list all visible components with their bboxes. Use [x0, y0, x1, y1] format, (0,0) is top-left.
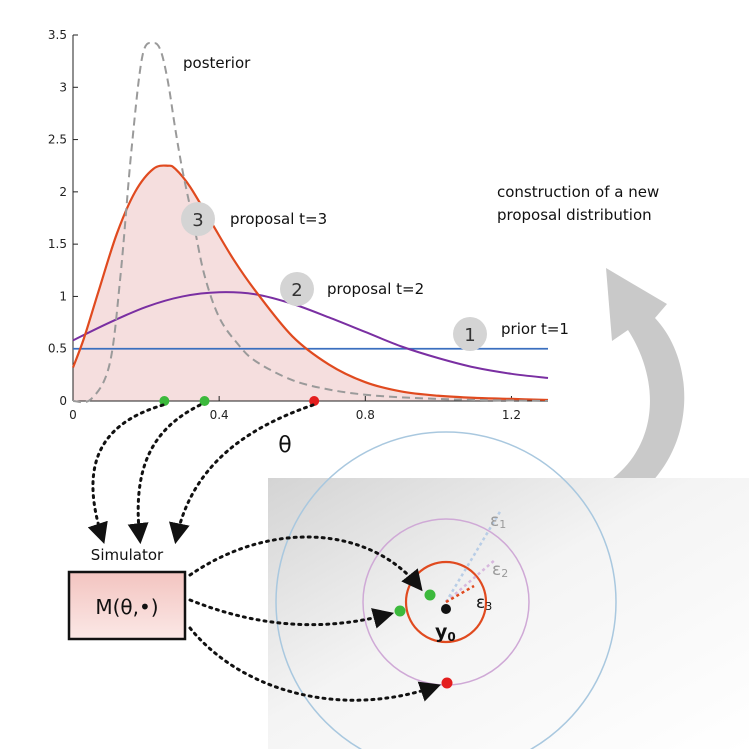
dotted-arrows	[87, 403, 441, 702]
epsilon1-label: ε1	[490, 511, 506, 531]
simulated-point-red	[441, 677, 453, 689]
epsilon3-radius	[445, 584, 475, 604]
construction-text-line1: construction of a new	[497, 183, 659, 201]
y-tick-label: 1	[59, 289, 67, 303]
badge-1-icon	[453, 317, 487, 351]
badge-2-number: 2	[291, 280, 302, 301]
proposal-t3-line	[71, 164, 549, 402]
epsilon2-radius	[445, 558, 497, 603]
posterior-line	[72, 42, 549, 404]
construction-text-line2: proposal distribution	[497, 206, 652, 224]
simulated-point-green-2	[394, 605, 406, 617]
simulator-model: M(θ,•)	[95, 595, 158, 619]
x-tick-label: 0.4	[210, 408, 229, 422]
x-tick-label: 0.8	[356, 408, 375, 422]
epsilon1-circle	[275, 431, 617, 749]
x-ticks: 0 0.4 0.8 1.2	[69, 396, 521, 422]
badge-3-number: 3	[192, 210, 203, 231]
y-tick-label: 3.5	[48, 28, 67, 42]
arrow-sample2-to-simulator	[127, 403, 202, 545]
density-chart: 0 0.5 1 1.5 2 2.5 3 3.5 0 0.4 0.8 1.2 θ	[48, 28, 549, 458]
y-ticks: 0 0.5 1 1.5 2 2.5 3 3.5	[48, 28, 78, 408]
y-tick-label: 1.5	[48, 237, 67, 251]
simulator-box	[67, 570, 187, 641]
x-tick-label: 1.2	[502, 408, 521, 422]
arrow-sample3-to-simulator	[169, 403, 315, 545]
epsilon3-label: ε3	[476, 593, 492, 613]
x-axis-label: θ	[278, 433, 291, 458]
epsilon2-label: ε2	[492, 560, 508, 580]
badge-2-icon	[280, 272, 314, 306]
target-panel-background	[268, 478, 749, 749]
badge-1-number: 1	[464, 325, 475, 346]
badge-3-icon	[181, 202, 215, 236]
prior-t1-label: prior t=1	[501, 320, 569, 338]
y-tick-label: 2.5	[48, 133, 67, 147]
arrow-simulator-to-green1	[188, 535, 423, 592]
epsilon3-circle	[404, 560, 488, 644]
arrow-sample1-to-simulator	[87, 403, 165, 544]
proposal-t2-line	[72, 291, 549, 379]
y-tick-label: 0	[59, 394, 67, 408]
observed-data-label: y0	[435, 621, 456, 644]
simulator-title: Simulator	[91, 546, 164, 564]
y-tick-label: 0.5	[48, 342, 67, 356]
y-tick-label: 2	[59, 185, 67, 199]
sample-point-2	[199, 396, 210, 406]
posterior-label: posterior	[183, 54, 251, 72]
y-tick-label: 3	[59, 80, 67, 94]
sample-points	[159, 396, 320, 406]
sample-point-1	[159, 396, 170, 406]
proposal-t2-label: proposal t=2	[327, 280, 424, 298]
sample-point-3	[309, 396, 320, 406]
iteration-arrow-icon	[606, 268, 685, 500]
observed-data-point	[441, 604, 451, 614]
x-tick-label: 0	[69, 408, 77, 422]
proposal-t3-label: proposal t=3	[230, 210, 327, 228]
simulated-point-green-1	[424, 589, 436, 601]
target-panel: ε1 ε2 ε3 y0	[268, 431, 749, 749]
arrow-simulator-to-red	[188, 626, 441, 702]
arrow-simulator-to-green2	[188, 598, 395, 629]
